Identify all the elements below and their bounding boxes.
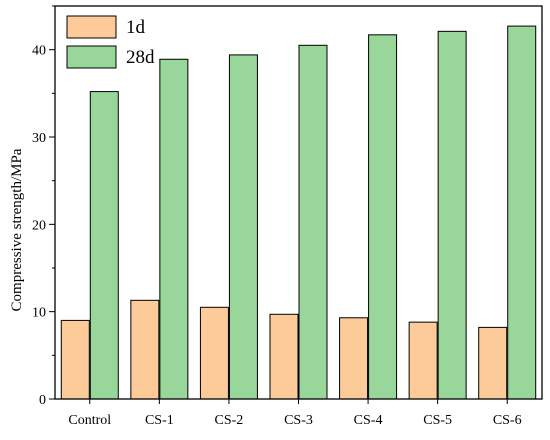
legend-swatch-1d (66, 15, 117, 39)
y-tick-label: 10 (32, 306, 46, 321)
x-tick-label-cs-3: CS-3 (284, 413, 313, 428)
bar-28d-control (89, 91, 119, 400)
x-tick-label-cs-6: CS-6 (493, 413, 522, 428)
bar-28d-cs-1 (159, 58, 189, 400)
x-tick-label-cs-1: CS-1 (145, 413, 174, 428)
x-tick-label-cs-5: CS-5 (423, 413, 452, 428)
bar-1d-cs-4 (339, 317, 369, 400)
y-tick-label: 20 (32, 218, 46, 233)
y-tick-label: 40 (32, 44, 46, 59)
x-tick-label-cs-2: CS-2 (215, 413, 244, 428)
bar-28d-cs-5 (437, 30, 467, 400)
bar-28d-cs-3 (298, 44, 328, 400)
bar-1d-cs-1 (130, 299, 160, 400)
legend-swatch-28d (66, 45, 117, 69)
y-axis-title: Compressive strength/MPa (9, 148, 25, 311)
bar-1d-cs-3 (269, 313, 299, 400)
bar-1d-cs-6 (478, 326, 508, 400)
bar-1d-cs-2 (199, 306, 229, 400)
bar-1d-control (60, 319, 90, 400)
y-tick-label: 30 (32, 131, 46, 146)
bars-layer (60, 25, 537, 400)
legend-label-28d: 28d (126, 47, 155, 68)
y-tick-label: 0 (39, 393, 46, 408)
bar-1d-cs-5 (408, 321, 438, 400)
bar-28d-cs-4 (368, 34, 398, 400)
legend-label-1d: 1d (126, 17, 146, 38)
x-tick-label-cs-4: CS-4 (354, 413, 383, 428)
bar-28d-cs-2 (228, 54, 258, 400)
x-tick-label-control: Control (68, 413, 111, 428)
bar-28d-cs-6 (507, 25, 537, 400)
axes-layer: 0 10 20 30 40 Control CS-1 CS-2 CS-3 CS-4 CS-5 CS-6 (32, 5, 543, 428)
